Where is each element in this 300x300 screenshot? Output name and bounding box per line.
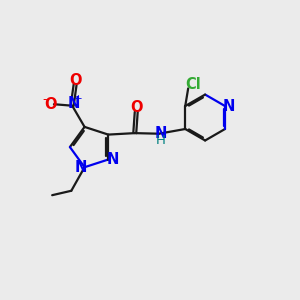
Text: H: H [156, 134, 166, 147]
Text: N: N [155, 126, 167, 141]
Text: N: N [223, 98, 235, 113]
Text: N: N [68, 96, 80, 111]
Text: Cl: Cl [186, 77, 201, 92]
Text: O: O [44, 97, 56, 112]
Text: +: + [74, 94, 83, 104]
Text: O: O [69, 73, 81, 88]
Text: -: - [43, 93, 47, 106]
Text: N: N [106, 152, 118, 167]
Text: N: N [74, 160, 87, 175]
Text: O: O [130, 100, 142, 115]
